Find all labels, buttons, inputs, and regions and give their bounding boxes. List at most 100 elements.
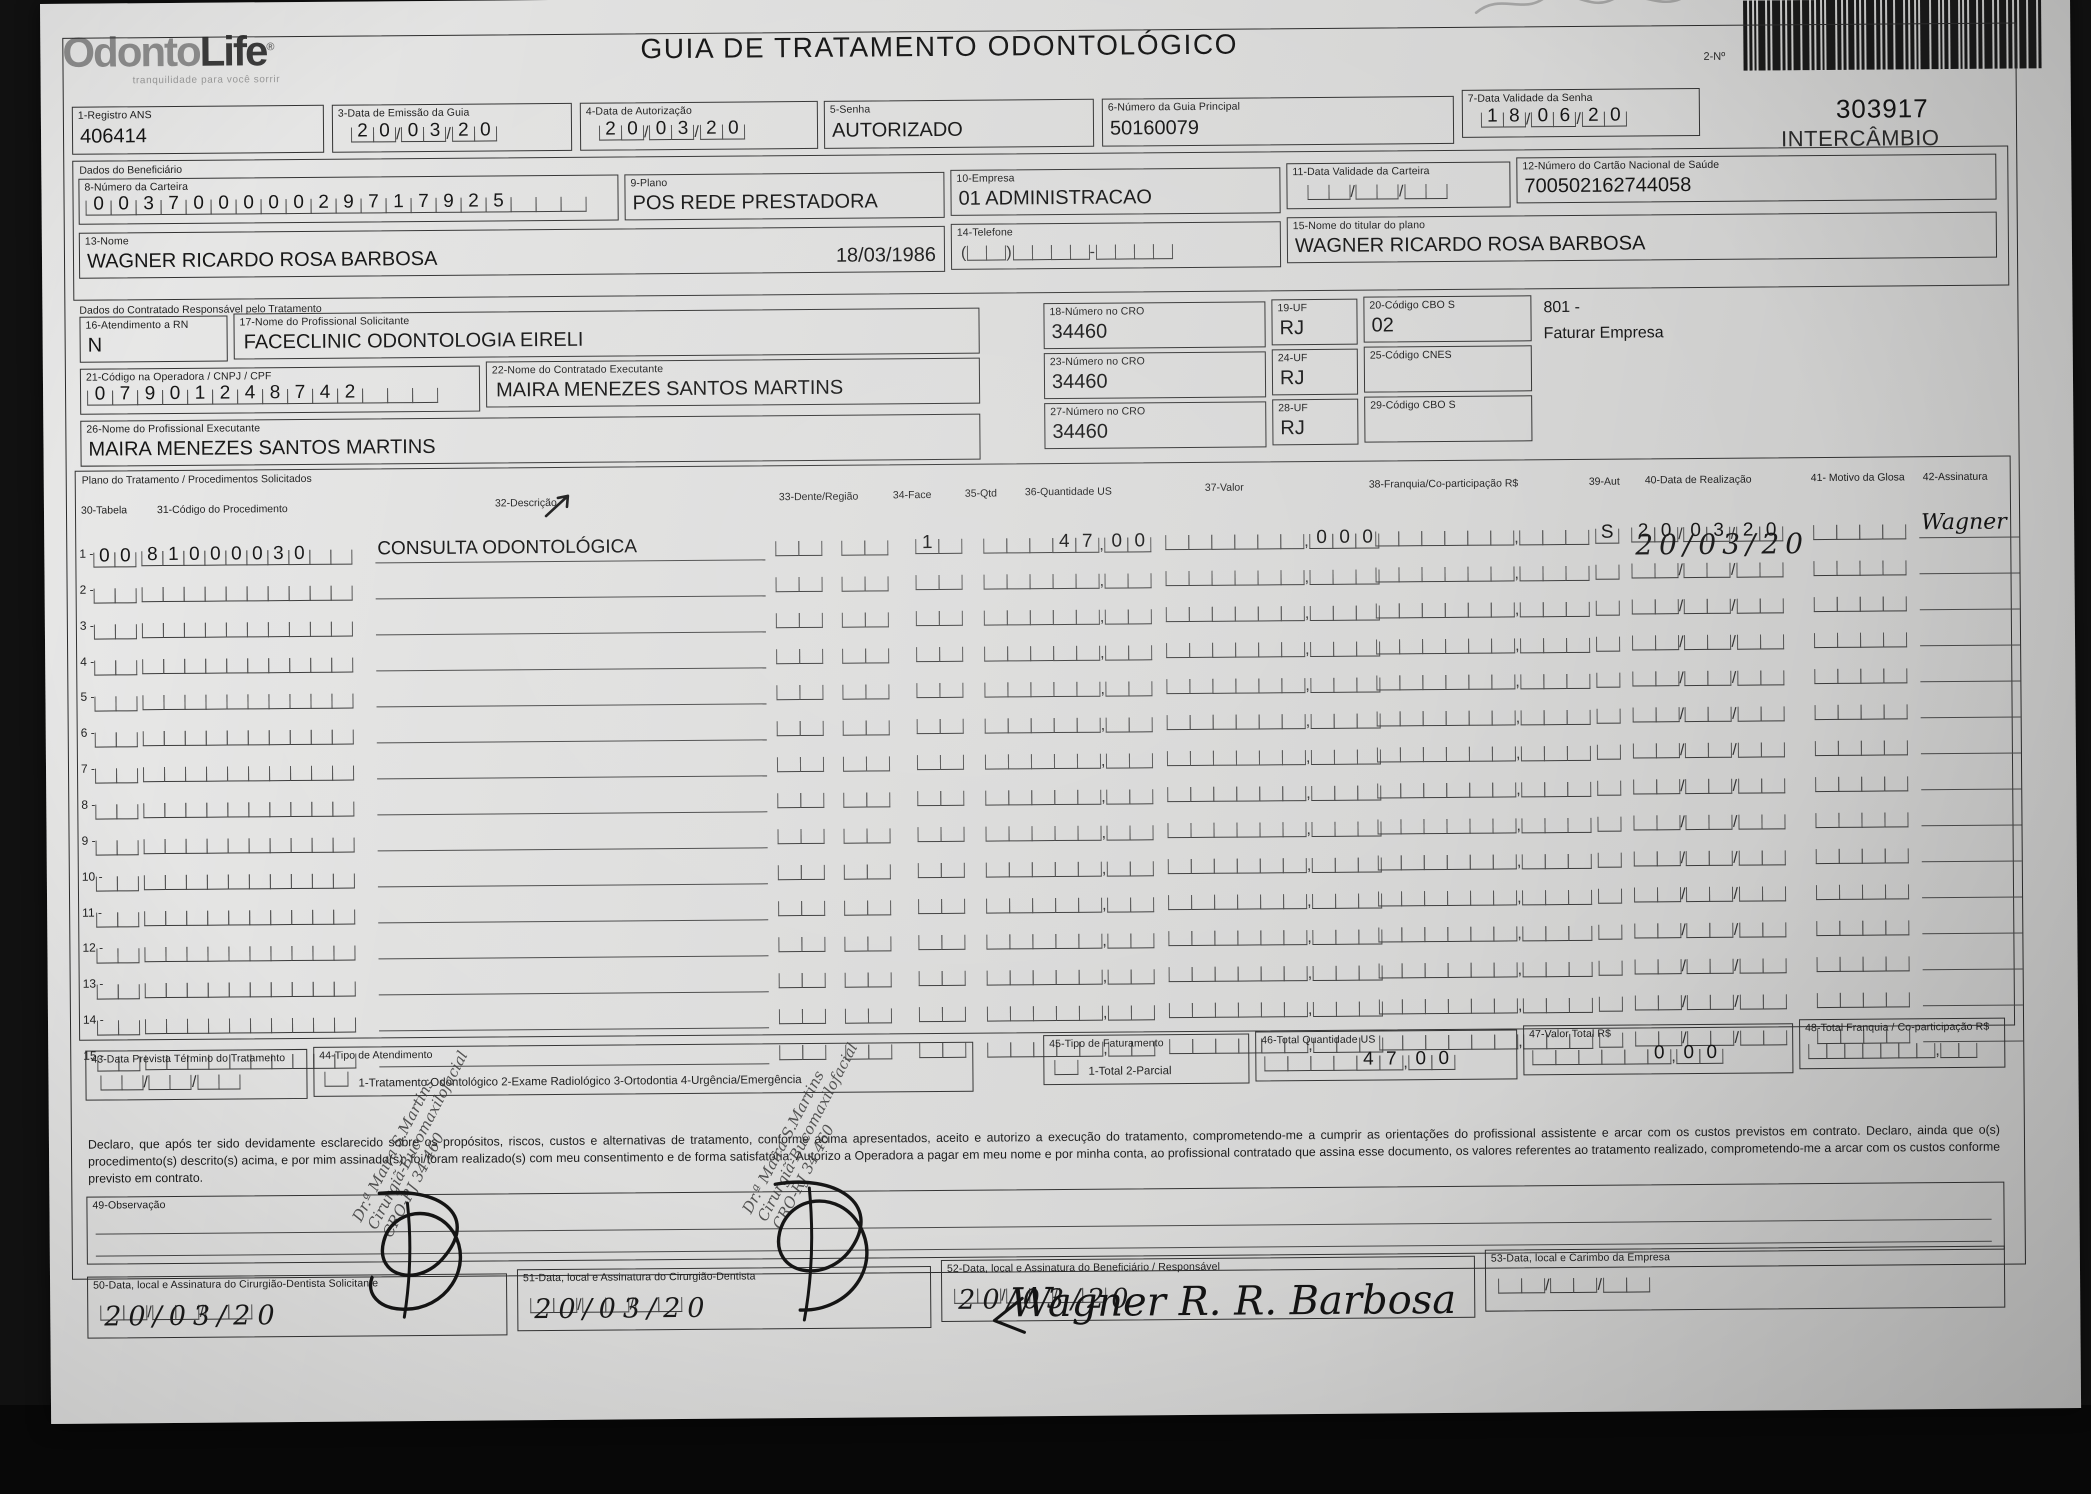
valor-char[interactable] bbox=[1310, 605, 1335, 622]
franquia-char[interactable] bbox=[1399, 747, 1424, 763]
valor-char[interactable] bbox=[1237, 1002, 1262, 1018]
face-char[interactable] bbox=[842, 648, 867, 664]
quantidade-us-char[interactable] bbox=[1129, 824, 1155, 841]
quantidade-us-char[interactable] bbox=[987, 1041, 1012, 1058]
valor-char[interactable] bbox=[1334, 821, 1360, 837]
valor-char[interactable] bbox=[1335, 857, 1360, 873]
field-20-cbo-code[interactable]: 20-Código CBO S 02 bbox=[1363, 295, 1532, 343]
motivo-glosa-char[interactable] bbox=[1884, 848, 1909, 864]
cell-aut[interactable] bbox=[1598, 960, 1623, 976]
data-char[interactable] bbox=[1656, 887, 1682, 903]
valor-char[interactable] bbox=[1258, 714, 1283, 730]
qtd-char[interactable] bbox=[938, 538, 963, 555]
field-18-cro-number[interactable]: 18-Número no CRO 34460 bbox=[1043, 301, 1266, 350]
valor-char[interactable] bbox=[1191, 966, 1216, 983]
data-char[interactable] bbox=[1686, 887, 1711, 903]
codigo-char[interactable] bbox=[142, 659, 165, 675]
quantidade-us-char[interactable] bbox=[1006, 609, 1031, 625]
franquia-char[interactable] bbox=[1520, 674, 1545, 690]
cell-descricao[interactable] bbox=[375, 594, 766, 599]
data-char[interactable] bbox=[1709, 922, 1734, 939]
franquia-char[interactable] bbox=[1422, 639, 1447, 655]
valor-char[interactable] bbox=[1189, 750, 1215, 767]
codigo-char[interactable] bbox=[163, 659, 186, 675]
cell-motivo-glosa[interactable] bbox=[1815, 812, 1909, 828]
field-11-date-cells[interactable]: / / bbox=[1307, 183, 1448, 201]
quantidade-us-char[interactable] bbox=[1076, 681, 1101, 697]
valor-char[interactable] bbox=[1166, 643, 1191, 659]
cell-qtd[interactable] bbox=[918, 898, 966, 915]
field-7-date-cells[interactable]: 1 8 / 0 6 / 2 0 bbox=[1480, 105, 1627, 128]
dente-char[interactable] bbox=[801, 973, 826, 989]
field-44-service-type[interactable]: 44-Tipo de Atendimento 1-Tratamento Odon… bbox=[313, 1041, 974, 1097]
aut-char[interactable] bbox=[1597, 888, 1623, 904]
valor-char[interactable] bbox=[1283, 930, 1308, 946]
face-char[interactable] bbox=[864, 576, 889, 592]
tabela-char[interactable] bbox=[96, 1020, 120, 1036]
valor-char[interactable] bbox=[1168, 895, 1193, 911]
franquia-char[interactable] bbox=[1546, 962, 1571, 978]
quantidade-us-char[interactable] bbox=[1128, 608, 1153, 625]
tabela-char[interactable] bbox=[96, 948, 119, 964]
quantidade-us-char[interactable]: 4 bbox=[1052, 530, 1077, 553]
franquia-char[interactable] bbox=[1375, 567, 1400, 583]
franquia-char[interactable] bbox=[1567, 710, 1592, 726]
codigo-char[interactable] bbox=[330, 550, 353, 566]
field-14-phone[interactable]: 14-Telefone ( ) - bbox=[950, 221, 1282, 270]
cell-aut[interactable] bbox=[1598, 996, 1623, 1012]
field-23-cro-number[interactable]: 23-Número no CRO 34460 bbox=[1043, 351, 1267, 400]
data-char[interactable] bbox=[1761, 886, 1787, 902]
codigo-char[interactable] bbox=[142, 695, 165, 711]
face-char[interactable] bbox=[866, 828, 891, 844]
field-15-plan-holder-name[interactable]: 15-Nome do titular do plano WAGNER RICAR… bbox=[1286, 211, 1998, 264]
codigo-char[interactable] bbox=[267, 586, 290, 602]
motivo-glosa-char[interactable] bbox=[1860, 668, 1885, 684]
valor-char[interactable] bbox=[1312, 929, 1337, 946]
cell-motivo-glosa[interactable] bbox=[1813, 632, 1908, 648]
franquia-char[interactable] bbox=[1469, 782, 1494, 799]
quantidade-us-char[interactable] bbox=[1129, 752, 1154, 769]
codigo-char[interactable] bbox=[331, 694, 354, 710]
valor-char[interactable] bbox=[1165, 571, 1190, 587]
data-char[interactable] bbox=[1632, 707, 1657, 723]
quantidade-us-char[interactable] bbox=[1055, 897, 1080, 913]
franquia-char[interactable] bbox=[1423, 819, 1448, 835]
cell-assinatura[interactable] bbox=[1921, 824, 2022, 827]
face-char[interactable] bbox=[865, 756, 891, 772]
qtd-char[interactable] bbox=[918, 899, 943, 915]
motivo-glosa-char[interactable] bbox=[1859, 596, 1884, 612]
franquia-char[interactable] bbox=[1523, 962, 1548, 978]
motivo-glosa-char[interactable] bbox=[1815, 812, 1840, 828]
franquia-char[interactable] bbox=[1565, 530, 1590, 546]
cell-franquia[interactable]: , bbox=[1375, 602, 1591, 619]
valor-char[interactable]: 0 bbox=[1332, 527, 1357, 549]
data-char[interactable] bbox=[1760, 742, 1785, 758]
motivo-glosa-char[interactable] bbox=[1882, 632, 1908, 648]
field-45-checkbox[interactable] bbox=[1054, 1059, 1079, 1076]
cell-valor[interactable]: , bbox=[1165, 605, 1381, 623]
franquia-char[interactable] bbox=[1467, 530, 1492, 547]
franquia-char[interactable] bbox=[1424, 963, 1449, 979]
quantidade-us-char[interactable] bbox=[1030, 645, 1055, 661]
valor-char[interactable] bbox=[1280, 606, 1305, 622]
face-char[interactable] bbox=[844, 972, 869, 988]
cell-assinatura[interactable] bbox=[1920, 680, 2021, 683]
tabela-char[interactable] bbox=[117, 948, 140, 964]
valor-char[interactable] bbox=[1333, 605, 1358, 621]
motivo-glosa-char[interactable] bbox=[1815, 848, 1840, 864]
valor-char[interactable] bbox=[1235, 714, 1260, 730]
face-char[interactable] bbox=[842, 684, 867, 700]
valor-char[interactable] bbox=[1235, 678, 1260, 694]
quantidade-us-char[interactable] bbox=[1106, 789, 1131, 805]
codigo-char[interactable] bbox=[247, 694, 270, 710]
cell-tabela[interactable] bbox=[94, 732, 138, 748]
codigo-char[interactable] bbox=[142, 731, 165, 747]
valor-char[interactable] bbox=[1283, 1002, 1308, 1018]
cell-data[interactable]: / / bbox=[1633, 886, 1787, 903]
data-char[interactable] bbox=[1762, 958, 1787, 974]
motivo-glosa-char[interactable] bbox=[1816, 992, 1841, 1008]
cell-motivo-glosa[interactable] bbox=[1814, 668, 1908, 684]
